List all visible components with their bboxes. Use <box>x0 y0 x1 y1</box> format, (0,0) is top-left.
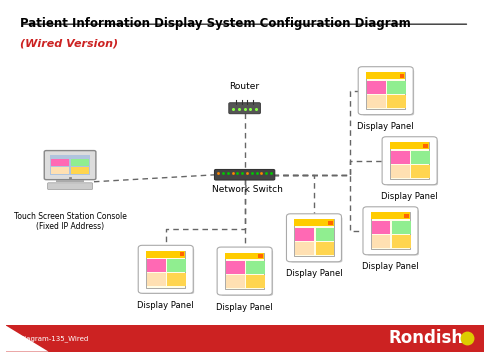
Text: Patient Information Display System Configuration Diagram: Patient Information Display System Confi… <box>20 17 410 30</box>
Bar <box>372 235 390 247</box>
FancyBboxPatch shape <box>142 248 194 294</box>
Text: Touch Screen Station Console
(Fixed IP Address): Touch Screen Station Console (Fixed IP A… <box>14 211 126 231</box>
FancyBboxPatch shape <box>221 250 273 296</box>
Bar <box>71 159 89 166</box>
Text: Display Panel: Display Panel <box>138 301 194 310</box>
Bar <box>168 273 186 286</box>
Bar <box>411 151 430 164</box>
FancyBboxPatch shape <box>229 103 260 114</box>
Bar <box>50 155 90 175</box>
Bar <box>366 72 406 109</box>
Bar <box>225 253 264 259</box>
Bar <box>146 251 186 258</box>
Bar <box>51 159 70 166</box>
Text: Diagram-135_Wired: Diagram-135_Wired <box>20 335 89 342</box>
Bar <box>6 325 484 352</box>
Bar <box>51 167 70 174</box>
FancyBboxPatch shape <box>217 247 272 295</box>
Bar <box>316 242 334 255</box>
Bar <box>146 251 186 288</box>
Bar <box>404 214 409 217</box>
Text: Display Panel: Display Panel <box>286 269 343 278</box>
Bar <box>71 167 89 174</box>
Bar <box>411 165 430 178</box>
FancyBboxPatch shape <box>290 217 343 263</box>
Bar <box>226 275 244 288</box>
Bar <box>371 213 410 219</box>
Bar <box>246 275 265 288</box>
Bar <box>424 144 428 148</box>
Text: Network Switch: Network Switch <box>212 185 282 194</box>
Bar <box>316 228 334 241</box>
Bar <box>392 221 411 234</box>
Bar <box>294 220 334 256</box>
Bar <box>295 242 314 255</box>
Bar <box>390 143 430 149</box>
Text: Display Panel: Display Panel <box>362 262 419 271</box>
Bar <box>390 151 409 164</box>
Text: Display Panel: Display Panel <box>216 303 273 312</box>
Bar <box>295 228 314 241</box>
FancyBboxPatch shape <box>363 207 418 255</box>
Bar <box>147 273 166 286</box>
Bar <box>147 259 166 272</box>
Bar <box>367 95 386 108</box>
Bar <box>180 252 184 256</box>
Text: Rondish: Rondish <box>388 329 463 347</box>
Bar <box>390 165 409 178</box>
Bar <box>226 261 244 274</box>
FancyBboxPatch shape <box>138 245 193 293</box>
Text: Display Panel: Display Panel <box>382 192 438 201</box>
FancyBboxPatch shape <box>382 137 437 185</box>
Bar <box>168 259 186 272</box>
FancyBboxPatch shape <box>214 169 275 180</box>
Bar <box>258 254 263 258</box>
Bar <box>294 220 334 226</box>
FancyBboxPatch shape <box>362 70 414 115</box>
Text: Display Panel: Display Panel <box>358 122 414 131</box>
Bar <box>56 180 84 183</box>
Bar <box>390 143 430 179</box>
Bar <box>392 235 411 247</box>
Bar <box>328 221 332 225</box>
Bar <box>366 72 406 79</box>
FancyBboxPatch shape <box>48 183 92 190</box>
Text: Router: Router <box>230 82 260 91</box>
Text: (Wired Version): (Wired Version) <box>20 38 118 48</box>
Bar <box>246 261 265 274</box>
Bar <box>388 81 406 94</box>
FancyBboxPatch shape <box>286 214 342 262</box>
FancyBboxPatch shape <box>367 210 419 256</box>
FancyBboxPatch shape <box>358 67 413 115</box>
Bar <box>371 213 410 249</box>
Bar <box>388 95 406 108</box>
FancyBboxPatch shape <box>44 151 96 180</box>
Bar <box>225 253 264 289</box>
Bar <box>367 81 386 94</box>
Bar <box>400 74 404 78</box>
Polygon shape <box>6 325 48 352</box>
FancyBboxPatch shape <box>386 139 438 185</box>
Bar <box>372 221 390 234</box>
